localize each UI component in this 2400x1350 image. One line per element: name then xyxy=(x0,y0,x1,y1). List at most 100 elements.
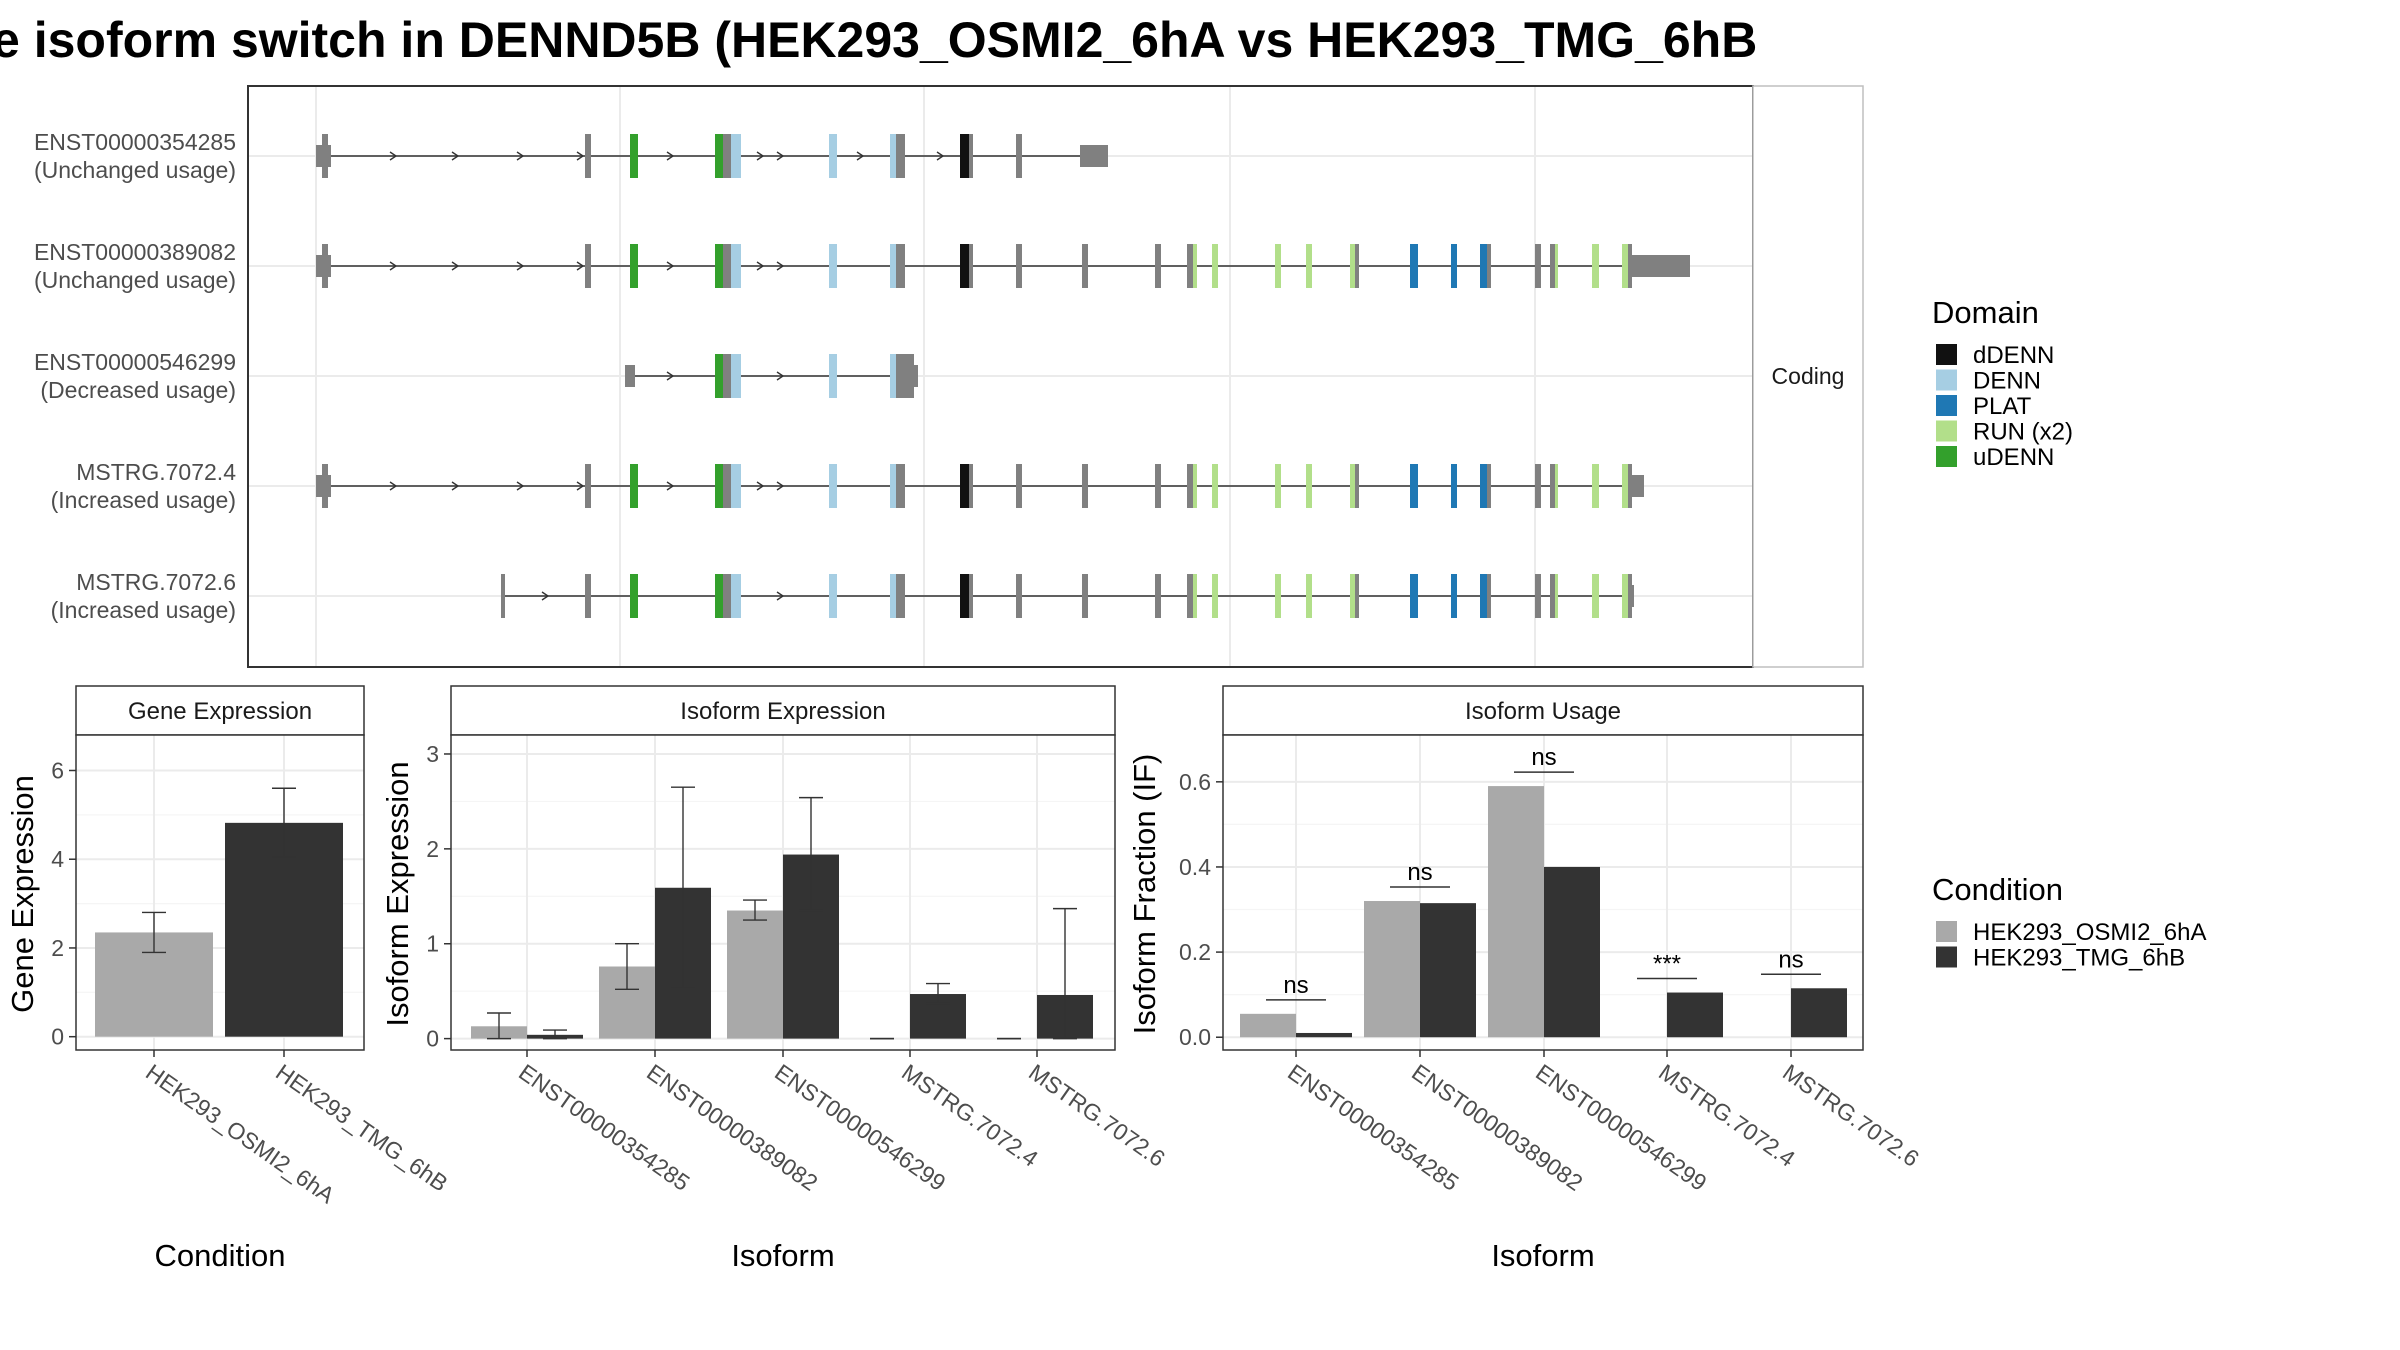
transcript-row: MSTRG.7072.4(Increased usage) xyxy=(51,459,1644,513)
domain-exon xyxy=(715,134,723,178)
exon xyxy=(1355,574,1359,618)
transcript-id-label: MSTRG.7072.4 xyxy=(76,459,236,485)
domain-exon xyxy=(1451,244,1457,288)
exon xyxy=(969,244,973,288)
facet-label: Coding xyxy=(1772,363,1845,389)
bar xyxy=(727,910,783,1039)
exon xyxy=(1487,464,1491,508)
y-tick-label: 2 xyxy=(51,935,64,961)
domain-exon xyxy=(1350,464,1355,508)
exon xyxy=(1550,244,1555,288)
exon xyxy=(910,365,918,387)
exon xyxy=(1355,244,1359,288)
transcript-status-label: (Increased usage) xyxy=(51,597,236,623)
strand-arrow xyxy=(516,261,525,271)
facet-strip xyxy=(1752,85,1864,668)
domain-exon xyxy=(715,574,723,618)
bar xyxy=(1488,786,1544,1038)
exon xyxy=(969,134,973,178)
exon xyxy=(1187,574,1193,618)
strand-arrow xyxy=(389,261,398,271)
error-bar xyxy=(671,786,695,990)
error-bar xyxy=(272,787,296,858)
strand-arrow xyxy=(756,261,765,271)
strand-arrow xyxy=(389,151,398,161)
domain-exon xyxy=(960,244,969,288)
domain-exon xyxy=(1410,464,1418,508)
domain-exon xyxy=(829,134,837,178)
y-tick-label: 6 xyxy=(51,757,64,783)
exon xyxy=(1355,464,1359,508)
domain-legend-key xyxy=(1936,369,1957,391)
domain-legend-label: RUN (x2) xyxy=(1973,419,2073,446)
isoform-expression-strip xyxy=(450,685,1116,736)
exon xyxy=(723,464,731,508)
domain-exon xyxy=(1480,244,1487,288)
error-bar xyxy=(926,982,950,1005)
domain-exon xyxy=(1306,574,1312,618)
strand-arrow xyxy=(856,151,865,161)
strand-arrow xyxy=(776,261,785,271)
strand-arrow xyxy=(666,261,675,271)
exon xyxy=(1628,244,1632,288)
y-tick-label: 0.4 xyxy=(1179,854,1211,880)
exon xyxy=(723,244,731,288)
x-tick-label: MSTRG.7072.6 xyxy=(1778,1059,1924,1172)
isoform-usage-panel: Isoform Usage 0.00.20.40.6nsENST00000354… xyxy=(1127,685,1924,1273)
exon xyxy=(1016,244,1022,288)
bar xyxy=(1296,1032,1352,1038)
domain-exon xyxy=(715,464,723,508)
exon xyxy=(1632,475,1644,497)
domain-exon xyxy=(829,574,837,618)
isoform-expression-plot: 0123ENST00000354285ENST00000389082ENST00… xyxy=(426,734,1170,1196)
exon xyxy=(322,464,328,508)
exon xyxy=(1487,574,1491,618)
isoform-expression-xlabel: Isoform xyxy=(731,1238,834,1273)
error-bar xyxy=(1053,907,1077,1040)
domain-exon xyxy=(1592,244,1599,288)
exon xyxy=(1487,244,1491,288)
bar xyxy=(1240,1013,1296,1038)
domain-exon xyxy=(890,574,896,618)
domain-exon xyxy=(1480,574,1487,618)
strand-arrow xyxy=(576,261,585,271)
y-tick-label: 1 xyxy=(426,931,439,957)
domain-exon xyxy=(1555,574,1558,618)
gene-expression-title: Gene Expression xyxy=(128,698,312,725)
error-bar xyxy=(615,943,639,990)
domain-exon xyxy=(1480,464,1487,508)
domain-exon xyxy=(1212,244,1218,288)
exon xyxy=(896,574,905,618)
strand-arrow xyxy=(776,481,785,491)
exon xyxy=(723,354,731,398)
exon xyxy=(1155,574,1161,618)
bar xyxy=(1667,992,1723,1038)
exon xyxy=(1082,464,1088,508)
isoform-usage-strip xyxy=(1222,685,1864,736)
domain-exon xyxy=(890,244,896,288)
exon xyxy=(1535,574,1541,618)
significance-label: ns xyxy=(1283,972,1308,999)
bar xyxy=(1420,903,1476,1038)
domain-legend-key xyxy=(1936,446,1957,467)
domain-exon xyxy=(829,464,837,508)
exon xyxy=(969,574,973,618)
domain-exon xyxy=(1555,244,1558,288)
domain-exon xyxy=(1275,464,1281,508)
transcript-row: ENST00000389082(Unchanged usage) xyxy=(34,239,1690,293)
domain-exon xyxy=(630,244,638,288)
domain-exon xyxy=(1306,464,1312,508)
strand-arrow xyxy=(666,371,675,381)
exon xyxy=(585,244,591,288)
error-bar xyxy=(799,796,823,912)
domain-exon xyxy=(960,134,969,178)
domain-exon xyxy=(1193,244,1197,288)
condition-legend-key xyxy=(1936,921,1957,942)
strand-arrow xyxy=(666,481,675,491)
domain-exon xyxy=(1622,574,1628,618)
strand-arrow xyxy=(776,371,785,381)
isoform-expression-ylabel: Isoform Expression xyxy=(380,761,415,1026)
